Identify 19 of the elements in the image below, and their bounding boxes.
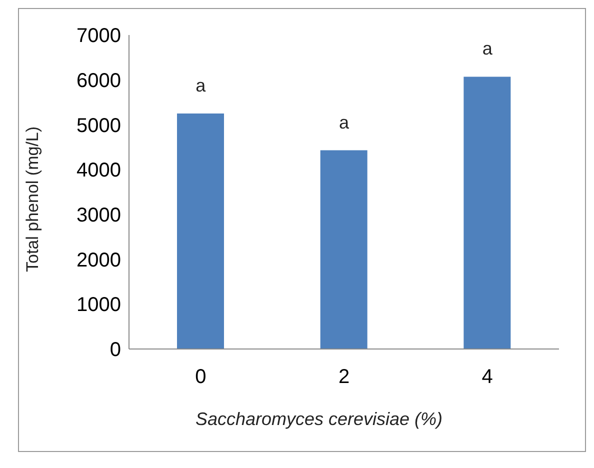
- annotation: a: [338, 112, 350, 132]
- annotation: a: [196, 76, 207, 96]
- bar: [320, 150, 368, 349]
- x-tick-label: 0: [195, 366, 206, 388]
- annotation: a: [482, 38, 494, 59]
- y-tick-label: 3000: [76, 204, 121, 227]
- y-tick-label: 1000: [76, 294, 121, 316]
- y-tick-label: 0: [110, 339, 121, 362]
- bar: [464, 76, 511, 349]
- x-axis-title: Saccharomyces cerevisiae (%): [194, 409, 444, 430]
- y-tick-label: 5000: [76, 114, 121, 137]
- x-tick-label: 4: [482, 366, 493, 388]
- y-tick-label: 2000: [76, 249, 121, 272]
- y-tick-label: 7000: [76, 25, 121, 48]
- y-axis-title: Total phenol (mg/L): [23, 126, 42, 272]
- bar: [177, 114, 224, 349]
- y-tick-label: 6000: [76, 70, 121, 92]
- x-tick-label: 2: [338, 366, 350, 388]
- y-tick-label: 4000: [76, 160, 121, 182]
